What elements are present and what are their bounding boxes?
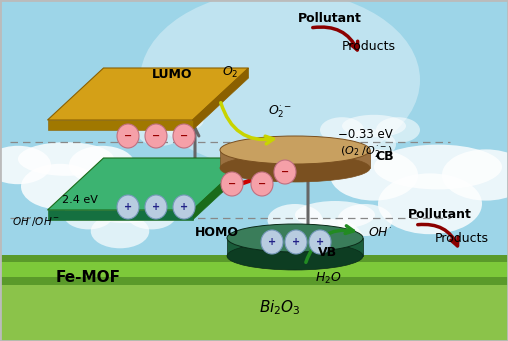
Ellipse shape <box>261 230 283 254</box>
Text: +: + <box>268 237 276 247</box>
Ellipse shape <box>320 117 364 143</box>
Ellipse shape <box>298 219 363 257</box>
Ellipse shape <box>88 198 161 223</box>
FancyArrowPatch shape <box>418 224 458 246</box>
Ellipse shape <box>285 230 307 254</box>
Polygon shape <box>48 210 193 220</box>
Ellipse shape <box>137 119 183 146</box>
Text: Products: Products <box>435 232 489 244</box>
Polygon shape <box>48 158 248 210</box>
Ellipse shape <box>220 136 370 164</box>
Ellipse shape <box>309 230 331 254</box>
Text: $O_2^{·-}$: $O_2^{·-}$ <box>268 104 292 120</box>
Bar <box>220 150 370 168</box>
Ellipse shape <box>442 149 508 201</box>
Ellipse shape <box>21 164 99 209</box>
Ellipse shape <box>165 109 204 131</box>
Ellipse shape <box>227 224 363 252</box>
Text: −: − <box>258 179 266 189</box>
Text: +: + <box>180 202 188 212</box>
Ellipse shape <box>220 154 370 182</box>
Text: $OH^·$: $OH^·$ <box>368 225 392 238</box>
Text: +: + <box>316 237 324 247</box>
Bar <box>0 255 508 285</box>
Polygon shape <box>193 158 248 220</box>
Bar <box>0 265 508 341</box>
Ellipse shape <box>136 107 192 126</box>
Text: −: − <box>124 131 132 141</box>
Text: −: − <box>281 167 289 177</box>
Text: $H_2O$: $H_2O$ <box>315 270 342 285</box>
Ellipse shape <box>91 214 149 248</box>
Ellipse shape <box>251 172 273 196</box>
Text: $O_2$: $O_2$ <box>222 64 238 79</box>
Text: HOMO: HOMO <box>195 225 239 238</box>
Polygon shape <box>193 68 248 130</box>
Ellipse shape <box>374 145 502 189</box>
Polygon shape <box>48 120 193 130</box>
Text: Pollutant: Pollutant <box>408 208 472 221</box>
Ellipse shape <box>342 115 406 137</box>
Text: Products: Products <box>342 40 396 53</box>
Ellipse shape <box>0 146 51 184</box>
FancyArrowPatch shape <box>221 103 273 144</box>
Text: $Bi_2O_3$: $Bi_2O_3$ <box>259 299 301 317</box>
Ellipse shape <box>140 0 420 170</box>
Ellipse shape <box>117 195 139 219</box>
Bar <box>0 262 508 277</box>
Ellipse shape <box>337 204 393 236</box>
Ellipse shape <box>145 195 167 219</box>
FancyArrowPatch shape <box>313 27 358 50</box>
Ellipse shape <box>221 172 243 196</box>
Ellipse shape <box>69 146 135 184</box>
Ellipse shape <box>330 149 418 201</box>
Ellipse shape <box>64 201 113 229</box>
Text: +: + <box>152 202 160 212</box>
Text: −: − <box>228 179 236 189</box>
Text: 2.4 eV: 2.4 eV <box>62 195 98 205</box>
Ellipse shape <box>376 117 420 143</box>
Ellipse shape <box>173 124 195 148</box>
Text: −: − <box>152 131 160 141</box>
Text: Pollutant: Pollutant <box>298 12 362 25</box>
Text: CB: CB <box>375 149 394 163</box>
Text: $(O_2\ /O_2^{·-})$: $(O_2\ /O_2^{·-})$ <box>340 145 393 160</box>
Text: Fe-MOF: Fe-MOF <box>55 270 120 285</box>
Ellipse shape <box>127 201 176 229</box>
Text: $OH^·/OH^-$: $OH^·/OH^-$ <box>12 216 60 228</box>
Ellipse shape <box>227 242 363 270</box>
Text: −0.33 eV: −0.33 eV <box>338 128 393 140</box>
Polygon shape <box>48 68 248 120</box>
Ellipse shape <box>274 160 296 184</box>
Ellipse shape <box>344 129 396 160</box>
Text: +: + <box>124 202 132 212</box>
Ellipse shape <box>18 142 114 176</box>
Ellipse shape <box>116 109 155 131</box>
FancyArrowPatch shape <box>306 226 354 262</box>
Bar <box>227 238 363 256</box>
Ellipse shape <box>295 201 375 229</box>
Text: −: − <box>180 131 188 141</box>
Ellipse shape <box>378 174 482 234</box>
Ellipse shape <box>145 124 167 148</box>
Ellipse shape <box>117 124 139 148</box>
Text: +: + <box>292 237 300 247</box>
Ellipse shape <box>173 195 195 219</box>
Text: VB: VB <box>318 246 337 258</box>
Text: LUMO: LUMO <box>152 69 193 81</box>
Ellipse shape <box>268 204 323 236</box>
